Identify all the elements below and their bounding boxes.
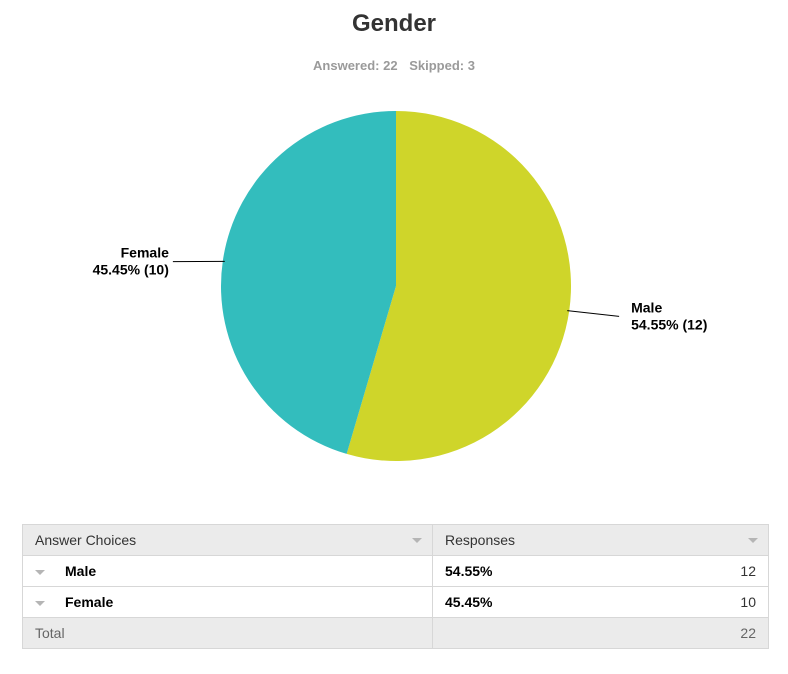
total-row: Total 22 (22, 617, 769, 649)
slice-value-label: 45.45% (10) (93, 262, 169, 278)
slice-name-label: Female (121, 245, 169, 261)
response-stats: Answered: 22 Skipped: 3 (0, 58, 788, 73)
expand-caret-icon[interactable] (35, 569, 45, 575)
sort-caret-icon[interactable] (748, 538, 758, 543)
table-row: Male 54.55% 12 (22, 555, 769, 587)
answered-count: Answered: 22 (313, 58, 398, 73)
response-percent: 45.45% (445, 594, 493, 610)
skipped-count: Skipped: 3 (409, 58, 475, 73)
response-percent: 54.55% (445, 563, 493, 579)
response-count: 12 (740, 563, 756, 579)
choice-cell: Male (22, 555, 433, 587)
pie-slice-male[interactable] (346, 111, 571, 461)
expand-caret-icon[interactable] (35, 600, 45, 606)
sort-caret-icon[interactable] (412, 538, 422, 543)
table-row: Female 45.45% 10 (22, 586, 769, 618)
total-label: Total (22, 617, 433, 649)
table-header-row: Answer Choices Responses (22, 524, 769, 556)
header-responses[interactable]: Responses (432, 524, 769, 556)
response-cell: 54.55% 12 (432, 555, 769, 587)
results-table: Answer Choices Responses Male 54.55% 12 (22, 524, 769, 649)
header-answer-choices[interactable]: Answer Choices (22, 524, 433, 556)
choice-label: Male (65, 563, 97, 579)
chart-title: Gender (351, 10, 437, 37)
response-cell: 45.45% 10 (432, 586, 769, 618)
slice-name-label: Male (631, 299, 662, 315)
choice-label: Female (65, 594, 114, 610)
pie-slice-female[interactable] (220, 111, 396, 454)
leader-line-male (567, 310, 620, 317)
total-value: 22 (432, 617, 769, 649)
slice-value-label: 54.55% (12) (631, 316, 707, 332)
response-count: 10 (740, 594, 756, 610)
choice-cell: Female (22, 586, 433, 618)
